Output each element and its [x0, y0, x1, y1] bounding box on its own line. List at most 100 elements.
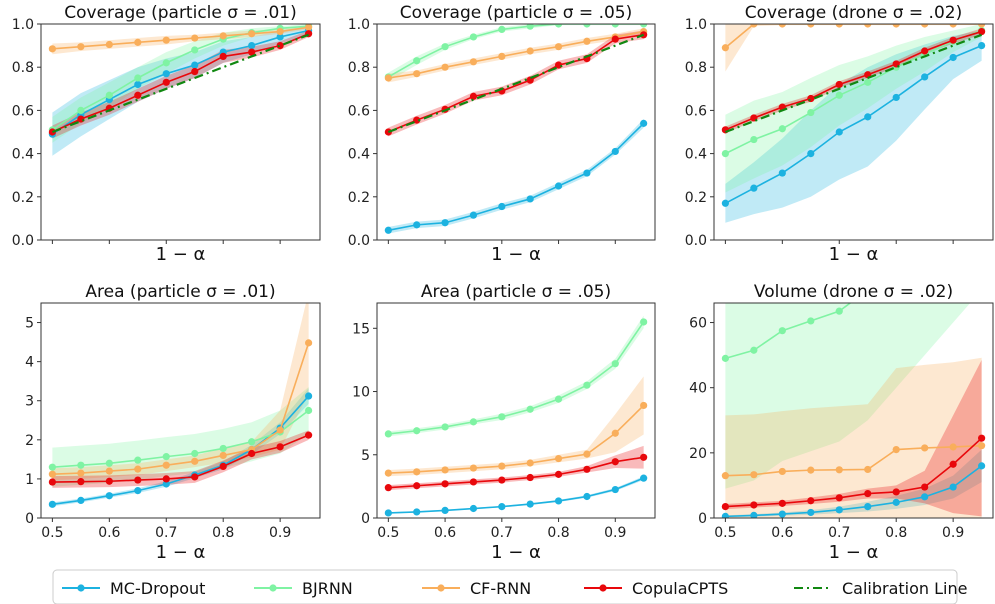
point-copulacpts [162, 475, 170, 483]
point-mc-dropout [807, 150, 815, 158]
point-cf-rnn [413, 70, 421, 78]
line-copulacpts [725, 437, 983, 508]
point-mc-dropout [978, 462, 986, 470]
point-cf-rnn [105, 40, 113, 49]
axes-frame [713, 23, 994, 241]
axes-frame [376, 302, 656, 519]
point-cf-rnn [162, 461, 170, 469]
point-mc-dropout [526, 500, 534, 508]
point-bjrnn [893, 254, 900, 261]
point-mc-dropout [778, 169, 786, 177]
point-copulacpts [554, 470, 563, 478]
line-mc-dropout [388, 122, 645, 232]
point-mc-dropout [921, 73, 929, 81]
x-tick-label: 0.6 [434, 525, 456, 541]
point-mc-dropout [469, 504, 478, 513]
point-copulacpts [807, 94, 815, 103]
x-tick-label: 0.5 [41, 525, 63, 541]
point-bjrnn [498, 25, 506, 33]
line-bjrnn [51, 25, 309, 131]
point-mc-dropout [611, 147, 619, 156]
point-bjrnn [305, 406, 313, 415]
y-tick-label: 0.8 [12, 60, 34, 76]
point-copulacpts [162, 78, 170, 86]
point-bjrnn [526, 405, 534, 413]
band-bjrnn [52, 24, 309, 143]
point-bjrnn [835, 307, 843, 315]
legend: MC-Dropout BJRNN CF-RNN CopulaCPTS Calibrati… [52, 569, 967, 604]
point-bjrnn [554, 395, 563, 403]
point-bjrnn [721, 354, 729, 362]
legend-label-mc-dropout: MC-Dropout [110, 579, 205, 598]
point-mc-dropout [835, 128, 843, 136]
point-mc-dropout [949, 53, 957, 62]
point-bjrnn [441, 43, 449, 51]
point-cf-rnn [721, 472, 729, 480]
point-mc-dropout [191, 61, 199, 69]
x-axis-label: 1 − α [156, 244, 206, 265]
line-mc-dropout [388, 477, 644, 514]
point-copulacpts [949, 460, 957, 468]
point-bjrnn [864, 78, 872, 86]
x-tick-label: 0.6 [771, 525, 793, 541]
plot-area [48, 24, 313, 156]
plot-area [48, 303, 313, 508]
line-cf-rnn [52, 26, 309, 50]
line-mc-dropout [725, 44, 982, 204]
point-cf-rnn [864, 24, 872, 28]
point-cf-rnn [77, 43, 85, 51]
point-mc-dropout [469, 211, 478, 219]
legend-marker-copulacpts [599, 584, 607, 592]
panel-coverage-particle-01: 0.0 0.2 0.4 0.6 0.8 1.0 Coverage (particle σ =… [12, 3, 321, 265]
point-bjrnn [134, 456, 142, 464]
point-mc-dropout [162, 480, 170, 488]
point-cf-rnn [276, 426, 284, 434]
point-cf-rnn [921, 444, 929, 452]
point-copulacpts [248, 48, 256, 56]
x-tick-label: 0.7 [491, 525, 513, 541]
point-bjrnn [583, 24, 591, 28]
point-cf-rnn [778, 467, 786, 476]
point-cf-rnn [750, 471, 758, 479]
y-tick-label: 40 [689, 381, 707, 397]
x-tick-label: 0.8 [547, 525, 569, 541]
point-bjrnn [77, 461, 85, 469]
point-copulacpts [978, 27, 986, 36]
point-copulacpts [921, 483, 929, 491]
plot-area [384, 24, 648, 234]
legend-box [52, 569, 958, 604]
point-cf-rnn [583, 450, 591, 458]
point-mc-dropout [554, 182, 563, 190]
point-copulacpts [583, 465, 591, 473]
point-bjrnn [921, 221, 928, 228]
point-mc-dropout [77, 496, 85, 505]
point-mc-dropout [583, 169, 591, 177]
point-cf-rnn [219, 451, 227, 460]
point-bjrnn [950, 189, 957, 196]
point-cf-rnn [554, 454, 563, 463]
point-bjrnn [807, 317, 815, 325]
point-cf-rnn [305, 24, 313, 31]
line-mc-dropout [51, 29, 309, 135]
y-tick-label: 0 [698, 511, 707, 527]
point-copulacpts [750, 501, 758, 509]
point-mc-dropout [892, 498, 900, 506]
point-copulacpts [554, 61, 563, 69]
point-mc-dropout [105, 492, 113, 500]
point-bjrnn [134, 74, 142, 82]
y-tick-label: 10 [352, 385, 370, 401]
point-copulacpts [191, 67, 199, 76]
band-bjrnn [725, 303, 971, 489]
point-bjrnn [640, 318, 648, 326]
line-bjrnn [387, 24, 644, 78]
band-copulacpts [52, 30, 309, 139]
panel-title: Coverage (particle σ = .01) [64, 3, 297, 23]
y-tick-label: 2 [25, 433, 34, 449]
panel-title: Area (particle σ = .05) [421, 282, 611, 302]
point-copulacpts [978, 434, 986, 442]
point-mc-dropout [498, 503, 506, 511]
point-cf-rnn [498, 52, 506, 61]
plot-area [721, 24, 986, 223]
point-cf-rnn [835, 466, 843, 474]
